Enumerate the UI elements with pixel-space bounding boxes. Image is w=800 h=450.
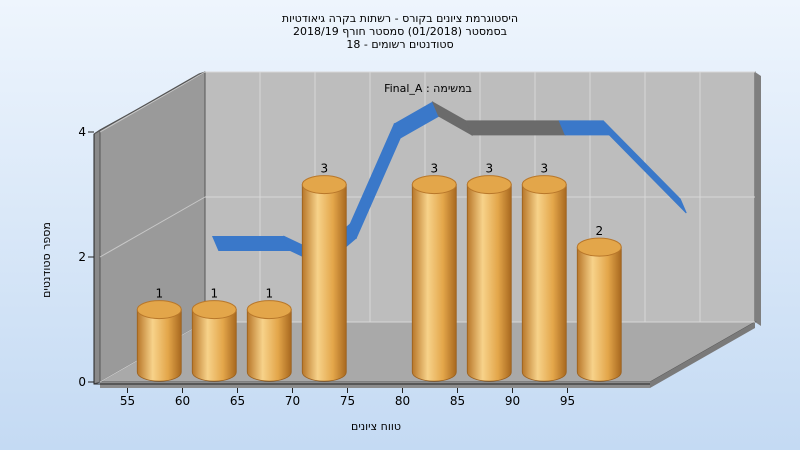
data-label: 3	[485, 162, 493, 176]
data-label: 3	[430, 162, 438, 176]
trend-segment	[602, 120, 687, 214]
bar	[466, 175, 512, 382]
bar-top	[466, 175, 512, 195]
bar-body	[136, 309, 182, 382]
trend-segment	[558, 120, 611, 136]
y-tick-label: 2	[78, 250, 86, 264]
title-line-2: בסמסטר (01/2018) סמסטר חורף 2018/19	[293, 25, 507, 38]
x-tick-label: 65	[230, 394, 245, 408]
bar-body	[191, 309, 237, 382]
bar-top	[521, 175, 567, 195]
bar-body	[466, 184, 512, 382]
data-label: 1	[155, 287, 163, 301]
y-tick-label: 0	[78, 375, 86, 389]
bar-series	[136, 175, 622, 382]
data-label: 3	[540, 162, 548, 176]
bar	[521, 175, 567, 382]
x-tick-label: 90	[505, 394, 520, 408]
floor-right-edge	[650, 322, 755, 388]
bar-top	[301, 175, 347, 195]
x-tick-label: 75	[340, 394, 355, 408]
bar-top	[411, 175, 457, 195]
trend-segment	[464, 120, 567, 136]
bar-top	[191, 300, 237, 320]
data-label: 1	[265, 287, 273, 301]
title-line-1: היסטוגרמת ציונים בקורס - רשתות בקרה גיאו…	[282, 12, 518, 25]
bar	[246, 300, 292, 382]
bar	[411, 175, 457, 382]
x-tick-label: 85	[450, 394, 465, 408]
grid-line-side	[99, 196, 206, 258]
data-labels: 1 1 1 3 3 3 3 2	[155, 162, 603, 301]
data-label: 3	[320, 162, 328, 176]
bar-body	[246, 309, 292, 382]
bar-body	[521, 184, 567, 382]
y-tick-label: 4	[78, 125, 86, 139]
x-tick-label: 95	[560, 394, 575, 408]
data-label: 1	[210, 287, 218, 301]
y-axis-label: מספר סטודנטים	[40, 222, 53, 298]
bar	[576, 237, 622, 382]
bar-body	[301, 184, 347, 382]
data-label: 2	[595, 224, 603, 238]
chart-subtitle: Final_A : במשימה	[384, 82, 472, 95]
x-tick-label: 60	[175, 394, 190, 408]
bar-top	[576, 237, 622, 257]
axes: 55 60 65 70 75 80 85 90 95 0 2 4	[78, 125, 650, 408]
bar	[191, 300, 237, 382]
side-wall-edge	[93, 129, 101, 385]
x-tick-label: 55	[120, 394, 135, 408]
trend-ribbon	[211, 100, 687, 268]
bar-top	[246, 300, 292, 320]
grid-line-side	[99, 71, 206, 133]
title-line-3: סטודנטים רשומים - 18	[346, 38, 453, 51]
bar-body	[576, 246, 622, 382]
bar-body	[411, 184, 457, 382]
bar-top	[136, 300, 182, 320]
bar	[301, 175, 347, 382]
chart-title: היסטוגרמת ציונים בקורס - רשתות בקרה גיאו…	[282, 12, 518, 51]
x-axis-label: טווח ציונים	[351, 420, 401, 433]
back-wall-edge	[755, 72, 761, 326]
bar	[136, 300, 182, 382]
floor-front-edge	[100, 382, 650, 388]
x-tick-label: 80	[395, 394, 410, 408]
trend-segment	[211, 236, 292, 251]
x-tick-label: 70	[285, 394, 300, 408]
